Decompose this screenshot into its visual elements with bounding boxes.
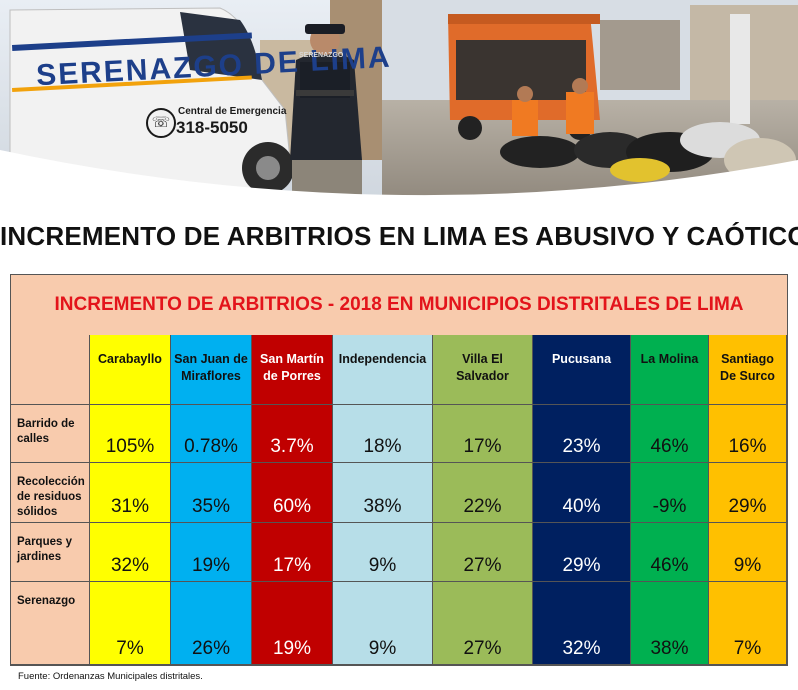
column-header-line: San Martín <box>260 352 324 366</box>
table-cell: -9% <box>631 463 709 523</box>
row-label-line: Parques y <box>17 536 72 548</box>
table-cell: 9% <box>709 523 787 582</box>
row-label-line: de residuos <box>17 491 82 503</box>
table-cell: 16% <box>709 405 787 463</box>
table-cell: 35% <box>171 463 252 523</box>
table-cell: 17% <box>252 523 333 582</box>
row-label-3: Serenazgo <box>11 582 90 665</box>
column-header-line: Carabayllo <box>98 352 162 366</box>
column-header-line: San Juan de <box>174 352 248 366</box>
van-sublabel: Central de Emergencia <box>178 106 287 117</box>
van-phone-number: 318-5050 <box>176 118 248 137</box>
column-header-line: Miraflores <box>181 369 241 383</box>
table-cell: 23% <box>533 405 631 463</box>
column-header-line: De Surco <box>720 369 775 383</box>
guard-badge: SERENAZGO <box>299 52 344 59</box>
table-cell: 18% <box>333 405 433 463</box>
table-cell: 46% <box>631 523 709 582</box>
headline: INCREMENTO DE ARBITRIOS EN LIMA ES ABUSI… <box>0 221 798 251</box>
table-cell: 27% <box>433 523 533 582</box>
column-header-6: La Molina <box>631 335 709 405</box>
row-label-line: sólidos <box>17 506 58 518</box>
table-cell: 29% <box>533 523 631 582</box>
column-header-0: Carabayllo <box>90 335 171 405</box>
column-header-line: Santiago <box>721 352 774 366</box>
column-header-1: San Juan de Miraflores <box>171 335 252 405</box>
table-cell: 26% <box>171 582 252 665</box>
photo-banner: SERENAZGO DE LIMA ☏ Central de Emergenci… <box>0 0 798 205</box>
row-label-1: Recolección de residuos sólidos <box>11 463 90 523</box>
header-corner-cell <box>11 335 90 405</box>
table-cell: 27% <box>433 582 533 665</box>
arbitrios-table: INCREMENTO DE ARBITRIOS - 2018 EN MUNICI… <box>10 274 788 666</box>
table-cell: 17% <box>433 405 533 463</box>
table-cell: 22% <box>433 463 533 523</box>
column-header-line: Independencia <box>338 352 427 366</box>
table-cell: 19% <box>171 523 252 582</box>
column-header-line: Villa El <box>462 352 503 366</box>
banner-photos <box>0 0 798 205</box>
table-cell: 105% <box>90 405 171 463</box>
table-cell: 32% <box>90 523 171 582</box>
row-label-line: Serenazgo <box>17 595 76 607</box>
table-cell: 38% <box>631 582 709 665</box>
column-header-2: San Martín de Porres <box>252 335 333 405</box>
column-header-3: Independencia <box>333 335 433 405</box>
row-label-0: Barrido de calles <box>11 405 90 463</box>
table-cell: 3.7% <box>252 405 333 463</box>
table-cell: 31% <box>90 463 171 523</box>
row-label-line: Recolección <box>17 476 85 488</box>
table-cell: 46% <box>631 405 709 463</box>
row-label-line: Barrido de <box>17 418 75 430</box>
table-cell: 7% <box>709 582 787 665</box>
column-header-line: Salvador <box>456 369 509 383</box>
table-cell: 38% <box>333 463 433 523</box>
table-cell: 40% <box>533 463 631 523</box>
table-cell: 29% <box>709 463 787 523</box>
source-note: Fuente: Ordenanzas Municipales distrital… <box>18 671 203 682</box>
row-label-line: jardines <box>17 551 62 563</box>
table-cell: 0.78% <box>171 405 252 463</box>
table-cell: 60% <box>252 463 333 523</box>
column-header-line: La Molina <box>640 352 699 366</box>
column-header-7: Santiago De Surco <box>709 335 787 405</box>
column-header-4: Villa El Salvador <box>433 335 533 405</box>
table-cell: 9% <box>333 582 433 665</box>
table-cell: 9% <box>333 523 433 582</box>
table-cell: 7% <box>90 582 171 665</box>
column-header-5: Pucusana <box>533 335 631 405</box>
phone-icon: ☏ <box>146 108 176 138</box>
table-cell: 32% <box>533 582 631 665</box>
column-header-line: Pucusana <box>551 352 612 366</box>
table-cell: 19% <box>252 582 333 665</box>
column-header-line: de Porres <box>263 369 321 383</box>
row-label-2: Parques y jardines <box>11 523 90 582</box>
row-label-line: calles <box>17 433 49 445</box>
table-title: INCREMENTO DE ARBITRIOS - 2018 EN MUNICI… <box>11 275 787 336</box>
